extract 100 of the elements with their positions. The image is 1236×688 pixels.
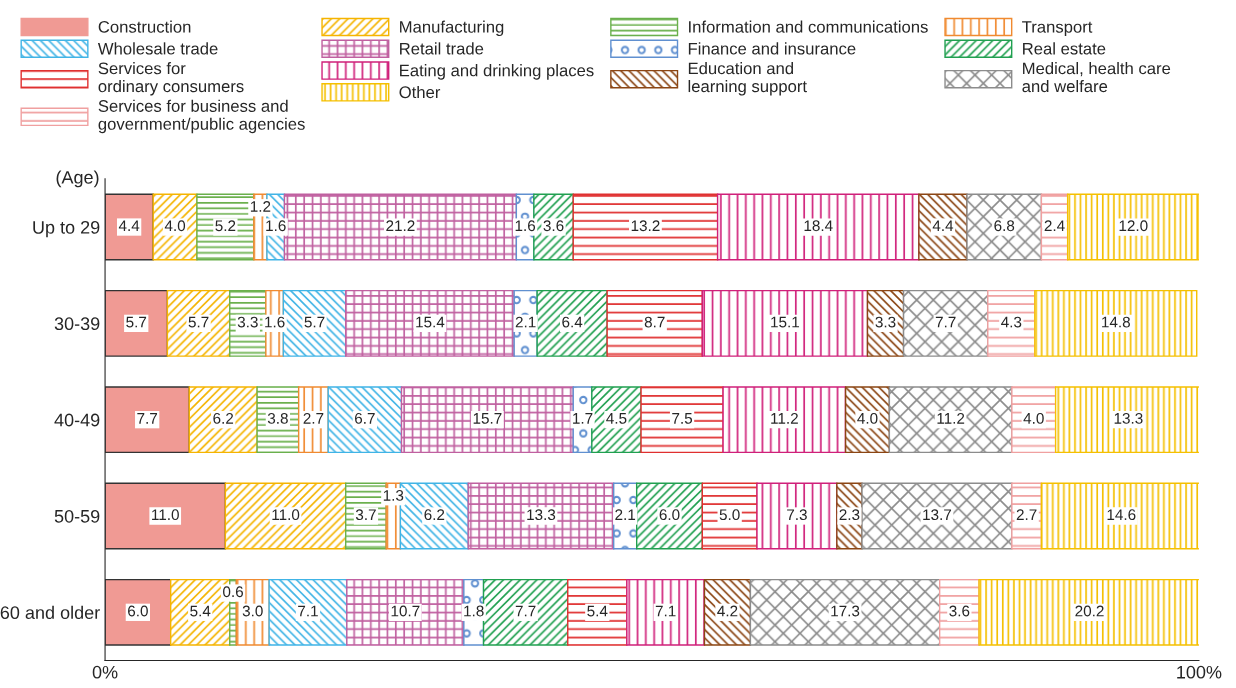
data-label: 11.2 — [937, 412, 965, 424]
bar — [482, 578, 569, 646]
bar — [105, 482, 227, 550]
bar — [536, 289, 608, 357]
data-label: 11.0 — [272, 509, 300, 521]
data-label: 4.0 — [164, 220, 186, 232]
bar — [105, 289, 169, 357]
data-label: 20.2 — [1075, 605, 1104, 617]
bar — [902, 289, 989, 357]
legend-label: Finance and insurance — [688, 42, 856, 55]
bar — [400, 386, 574, 454]
legend-label: Services for ordinary consumers — [98, 62, 244, 96]
data-label: 6.2 — [213, 412, 234, 424]
data-label: 4.3 — [1001, 316, 1022, 328]
bar — [888, 386, 1013, 454]
bar — [756, 482, 838, 550]
data-label: 5.4 — [190, 605, 211, 617]
data-label: 21.2 — [386, 220, 415, 231]
data-label: 2.4 — [1044, 220, 1065, 231]
y-tick-label: Up to 29 — [33, 220, 100, 238]
data-label: 11.0 — [152, 509, 179, 521]
y-tick-label: 60 and older — [0, 605, 100, 620]
data-label: 7.7 — [515, 605, 536, 617]
data-label: 6.0 — [659, 509, 680, 521]
data-label: 6.8 — [994, 220, 1015, 232]
y-tick-label: 30-39 — [54, 317, 100, 331]
data-label: 15.7 — [473, 413, 502, 424]
data-label: 18.4 — [804, 220, 833, 232]
data-label: 4.0 — [1023, 412, 1044, 424]
data-label: 1.3 — [383, 490, 404, 501]
data-label: 5.0 — [719, 509, 740, 521]
data-label: 15.4 — [416, 316, 445, 328]
bar — [224, 482, 347, 550]
data-label: 6.7 — [355, 412, 375, 424]
data-label: 7.7 — [935, 316, 956, 328]
bar — [268, 578, 348, 646]
legend-label: Education and learning support — [688, 62, 807, 96]
bar — [1066, 193, 1199, 261]
data-label: 0.6 — [223, 586, 243, 598]
data-label: 3.3 — [875, 316, 896, 328]
data-label: 2.7 — [303, 412, 324, 424]
data-label: 12.0 — [1119, 220, 1148, 232]
data-label: 3.8 — [267, 412, 288, 424]
data-label: 7.1 — [655, 605, 676, 617]
bar — [635, 482, 704, 550]
data-label: 5.7 — [126, 316, 147, 328]
data-label: 5.2 — [215, 220, 236, 232]
bar — [346, 578, 465, 646]
data-label: 3.6 — [949, 605, 970, 617]
bar — [966, 193, 1043, 261]
data-label: 3.0 — [242, 605, 263, 617]
data-label: 2.1 — [515, 316, 536, 328]
x-tick-label: 0% — [92, 665, 118, 679]
bar — [345, 289, 515, 357]
legend-label: Eating and drinking places — [400, 64, 594, 80]
data-label: 2.7 — [1016, 509, 1037, 520]
data-label: 13.3 — [527, 509, 556, 521]
bar — [567, 578, 628, 646]
data-label: 3.3 — [237, 316, 258, 328]
data-label: 7.3 — [787, 509, 807, 521]
bar — [749, 578, 941, 646]
data-label: 8.7 — [644, 316, 665, 328]
data-label: 3.7 — [355, 509, 376, 521]
data-label: 4.5 — [606, 413, 627, 424]
bar — [701, 289, 869, 357]
data-label: 5.4 — [587, 605, 608, 617]
legend-label: Construction — [98, 20, 191, 33]
legend-label: Other — [399, 85, 441, 99]
data-label: 6.4 — [562, 316, 583, 328]
legend-label: Medical, health care and welfare — [1022, 62, 1171, 93]
data-label: 14.6 — [1107, 509, 1136, 521]
data-label: 5.7 — [304, 316, 325, 328]
data-label: 4.4 — [932, 220, 954, 231]
bar — [626, 578, 706, 646]
data-label: 4.4 — [118, 220, 140, 231]
bar — [166, 289, 231, 357]
data-label: 1.2 — [250, 201, 271, 212]
data-label: 5.7 — [188, 316, 209, 328]
bar — [606, 289, 704, 357]
bar — [722, 386, 847, 454]
data-label: 1.7 — [573, 413, 593, 424]
bar — [572, 193, 719, 261]
data-label: 3.6 — [543, 220, 564, 232]
bar — [327, 386, 403, 454]
data-label: 13.3 — [1114, 412, 1143, 424]
data-label: 7.5 — [672, 413, 693, 424]
data-label: 13.2 — [631, 220, 660, 232]
bar — [467, 482, 615, 550]
bar — [188, 386, 258, 454]
bar — [1034, 289, 1198, 357]
bar — [716, 193, 920, 261]
data-label: 7.1 — [298, 605, 318, 617]
data-label: 13.7 — [923, 509, 952, 521]
y-tick-label: 50-59 — [54, 509, 100, 523]
legend-label: Manufacturing — [400, 20, 504, 37]
legend-label: Transport — [1022, 21, 1093, 37]
data-label: 4.0 — [857, 412, 878, 424]
x-tick-label: 100% — [1177, 665, 1222, 679]
legend-label: Wholesale trade — [97, 42, 218, 55]
legend-label: Real estate — [1023, 42, 1106, 55]
